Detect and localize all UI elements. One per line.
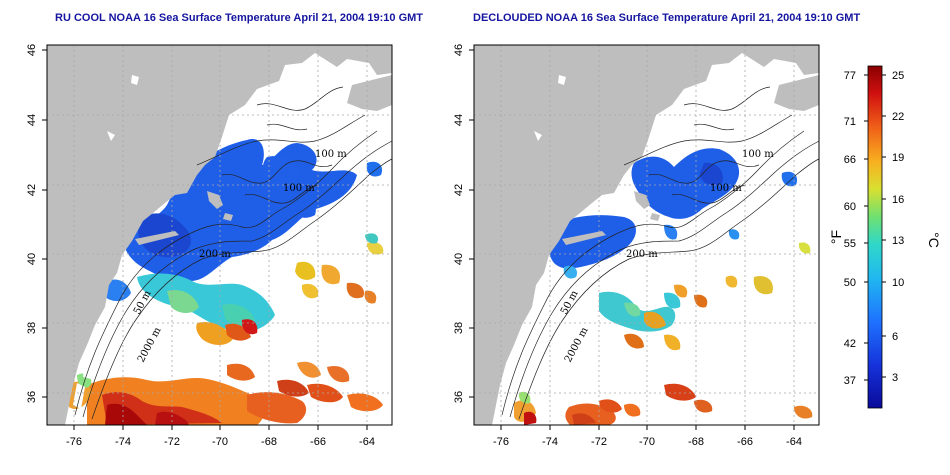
left-lat-tick-44: 44: [26, 114, 38, 126]
colorbar-f-tick-77: 77: [844, 70, 856, 82]
left-map-title: RU COOL NOAA 16 Sea Surface Temperature …: [55, 12, 424, 24]
left-lat-tick-38: 38: [26, 322, 38, 334]
colorbar-gradient: [867, 65, 883, 409]
right-lat-tick-46: 46: [453, 44, 465, 56]
left-lat-tick-42: 42: [26, 184, 38, 196]
colorbar-c-tick-10: 10: [892, 277, 904, 289]
left-contour-label-100m-b: 100 m: [283, 183, 315, 194]
right-lon-tick-70: -70: [639, 436, 655, 448]
colorbar-f-tick-60: 60: [844, 201, 856, 213]
left-sst-overlay: [67, 90, 384, 425]
right-lon-tick-74: -74: [542, 436, 558, 448]
left-lon-tick-74: -74: [115, 436, 131, 448]
left-grid: [47, 45, 392, 425]
left-map-panel: 100 m 100 m 200 m 50 m 2000 m 46 44 42 4…: [26, 44, 393, 448]
left-contour-label-100m-a: 100 m: [315, 149, 347, 160]
left-lon-tick-72: -72: [164, 436, 180, 448]
right-contour-label-100m-b: 100 m: [710, 183, 742, 194]
colorbar-c-tick-13: 13: [892, 235, 904, 247]
colorbar-f-tick-42: 42: [844, 338, 856, 350]
colorbar-f-tick-66: 66: [844, 154, 856, 166]
right-map-panel: 100 m 100 m 200 m 50 m 2000 m 46 44 42 4…: [453, 44, 820, 448]
right-lon-tick-64: -64: [786, 436, 802, 448]
colorbar-c-tick-19: 19: [892, 152, 904, 164]
colorbar-f-tick-71: 71: [844, 116, 856, 128]
right-lat-tick-36: 36: [453, 391, 465, 403]
colorbar-f-tick-55: 55: [844, 238, 856, 250]
left-lat-tick-36: 36: [26, 391, 38, 403]
colorbar-f-tick-50: 50: [844, 277, 856, 289]
colorbar-celsius-unit: °C: [926, 232, 942, 248]
left-lon-tick-70: -70: [212, 436, 228, 448]
right-sst-overlay: [514, 143, 813, 425]
right-contour-label-100m-a: 100 m: [742, 149, 774, 160]
right-lat-tick-42: 42: [453, 184, 465, 196]
left-lat-tick-40: 40: [26, 253, 38, 265]
right-lon-tick-66: -66: [737, 436, 753, 448]
right-lon-tick-68: -68: [688, 436, 704, 448]
right-lat-tick-44: 44: [453, 114, 465, 126]
left-contour-label-200m: 200 m: [199, 249, 231, 260]
left-lon-tick-68: -68: [261, 436, 277, 448]
left-lon-tick-76: -76: [66, 436, 82, 448]
right-map-title: DECLOUDED NOAA 16 Sea Surface Temperatur…: [473, 12, 861, 24]
colorbar-fahrenheit-unit: °F: [828, 230, 844, 244]
right-lon-tick-72: -72: [591, 436, 607, 448]
colorbar-c-tick-3: 3: [892, 372, 898, 384]
left-lat-tick-46: 46: [26, 44, 38, 56]
right-lon-tick-76: -76: [493, 436, 509, 448]
right-grid: [474, 45, 819, 425]
left-lon-tick-66: -66: [310, 436, 326, 448]
left-lon-tick-64: -64: [359, 436, 375, 448]
right-contour-label-200m: 200 m: [626, 249, 658, 260]
colorbar-c-tick-25: 25: [892, 70, 904, 82]
temperature-colorbar: 77 71 66 60 55 50 42 37 25 22 19 16 13 1…: [828, 65, 942, 409]
right-lat-tick-40: 40: [453, 253, 465, 265]
colorbar-c-tick-22: 22: [892, 111, 904, 123]
colorbar-f-tick-37: 37: [844, 375, 856, 387]
right-lat-tick-38: 38: [453, 322, 465, 334]
colorbar-c-tick-16: 16: [892, 194, 904, 206]
colorbar-c-tick-6: 6: [892, 331, 898, 343]
